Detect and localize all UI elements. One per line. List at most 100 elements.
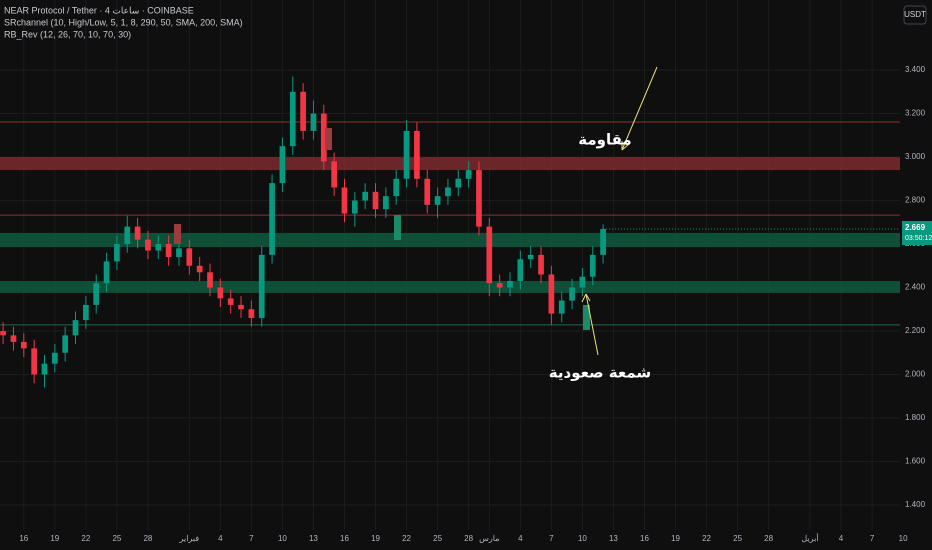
- candle-body: [41, 363, 48, 375]
- y-tick-label: 2.400: [905, 283, 926, 292]
- x-tick-label: 16: [19, 534, 28, 543]
- annotation-arrow: [621, 66, 658, 151]
- sr-zones: [0, 121, 900, 326]
- y-tick-label: 2.200: [905, 326, 926, 335]
- x-tick-label: 19: [50, 534, 59, 543]
- candle-body: [527, 254, 534, 260]
- x-tick-label: 25: [112, 534, 121, 543]
- candle-body: [465, 170, 472, 179]
- x-tick-label: 4: [839, 534, 844, 543]
- candle-body: [600, 229, 606, 255]
- x-tick-label: 7: [549, 534, 554, 543]
- y-tick-label: 2.000: [905, 370, 926, 379]
- price-axis: [900, 0, 932, 530]
- last-price-tag: [902, 221, 932, 246]
- candle-body: [507, 280, 513, 288]
- countdown: 03:50:12: [905, 235, 932, 242]
- candle-body: [51, 352, 58, 364]
- candle-body: [238, 304, 244, 310]
- arrow-head: [581, 293, 591, 303]
- x-tick-label: 25: [733, 534, 742, 543]
- candle-body: [558, 300, 565, 314]
- x-tick-label: أبريل: [801, 532, 818, 543]
- x-tick-label: 28: [464, 534, 473, 543]
- candle-body: [31, 348, 37, 375]
- candle-body: [372, 191, 379, 210]
- x-tick-label: 13: [309, 534, 318, 543]
- x-tick-label: 22: [702, 534, 711, 543]
- candle-body: [114, 244, 120, 262]
- x-tick-label: 7: [249, 534, 254, 543]
- candle-body: [165, 244, 172, 258]
- annotation: مقاومة: [578, 131, 631, 149]
- candle-body: [279, 146, 286, 184]
- candle-body: [196, 265, 203, 273]
- candle-body: [331, 161, 337, 188]
- candle-body: [548, 274, 555, 314]
- candle-body: [486, 226, 493, 284]
- candle-body: [538, 254, 544, 275]
- y-tick-label: 3.400: [905, 65, 926, 74]
- axes: 1.4001.6001.8002.0002.2002.4002.6002.800…: [19, 65, 932, 543]
- x-tick-label: 28: [764, 534, 773, 543]
- candle-body: [145, 239, 151, 251]
- candle-body: [589, 254, 596, 277]
- candle-body: [393, 178, 400, 197]
- candle-body: [579, 276, 586, 288]
- sr-zone: [0, 232, 900, 248]
- indicator: SRchannel (10, High/Low, 5, 1, 8, 290, 5…: [4, 17, 243, 27]
- candle-body: [258, 254, 265, 318]
- candle-body: [248, 309, 255, 318]
- candle-body: [517, 259, 524, 281]
- bullish-signal: [394, 215, 401, 240]
- last-price-label: 2.669: [905, 223, 926, 232]
- y-tick-label: 1.400: [905, 500, 926, 509]
- candle-body: [289, 91, 296, 147]
- candle-body: [434, 196, 441, 205]
- candle-body: [93, 283, 100, 305]
- x-tick-label: 4: [218, 534, 223, 543]
- candle-body: [83, 304, 89, 321]
- x-tick-label: 16: [640, 534, 649, 543]
- x-tick-label: 19: [371, 534, 380, 543]
- candle-body: [341, 187, 348, 214]
- annotation: شمعة صعودية: [549, 364, 651, 382]
- x-tick-label: مارس: [479, 534, 499, 543]
- bullish-signal: [583, 305, 590, 330]
- candle-body: [72, 320, 79, 336]
- candles: [0, 76, 606, 388]
- candle-body: [455, 178, 462, 188]
- x-tick-label: 28: [143, 534, 152, 543]
- candle-body: [445, 187, 451, 197]
- x-tick-label: 10: [278, 534, 287, 543]
- candle-body: [10, 335, 17, 342]
- x-tick-label: 7: [870, 534, 875, 543]
- annotation-arrow: [585, 293, 599, 356]
- x-tick-label: 22: [402, 534, 411, 543]
- candle-body: [362, 191, 369, 201]
- candle-body: [269, 183, 275, 255]
- arrow-head: [621, 141, 630, 151]
- candle-body: [62, 335, 69, 353]
- candle-body: [155, 244, 162, 251]
- candle-body: [476, 170, 482, 227]
- legend: NEAR Protocol / Tether · 4 ساعات · COINB…: [4, 5, 243, 39]
- y-tick-label: 1.600: [905, 457, 926, 466]
- candle-body: [20, 341, 27, 349]
- candle-body: [414, 130, 420, 179]
- x-tick-label: 4: [518, 534, 523, 543]
- candle-body: [310, 113, 317, 131]
- symbol-title: NEAR Protocol / Tether · 4 ساعات · COINB…: [4, 5, 194, 15]
- candle-body: [496, 283, 503, 288]
- currency-button[interactable]: [903, 5, 927, 25]
- candle-body: [403, 130, 410, 179]
- y-tick-label: 2.800: [905, 196, 926, 205]
- candle-body: [351, 200, 358, 214]
- x-tick-label: 16: [340, 534, 349, 543]
- candle-body: [227, 298, 234, 305]
- currency: USDT: [904, 10, 926, 19]
- y-tick-label: 1.800: [905, 413, 926, 422]
- candle-body: [383, 196, 389, 210]
